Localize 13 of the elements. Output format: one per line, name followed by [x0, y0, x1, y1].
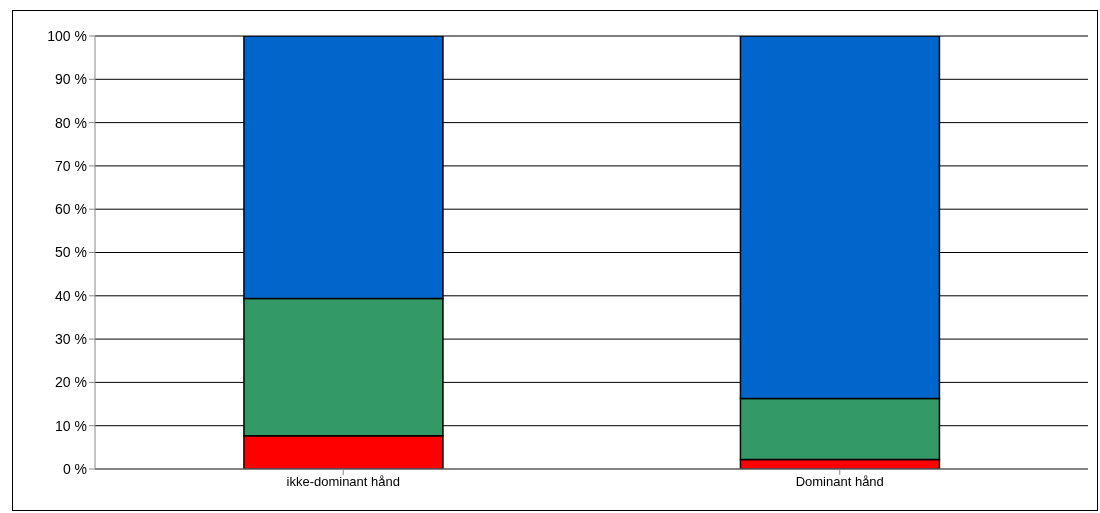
y-tick-label: 20 %: [55, 374, 87, 391]
y-tick-label: 80 %: [55, 114, 87, 131]
y-tick-label: 90 %: [55, 71, 87, 88]
y-tick-label: 50 %: [55, 244, 87, 261]
x-tick-label: Dominant hånd: [795, 474, 884, 490]
y-tick-label: 40 %: [55, 287, 87, 304]
y-tick-label: 60 %: [55, 201, 87, 218]
y-tick-label: 30 %: [55, 331, 87, 348]
y-tick-label: 10 %: [55, 417, 87, 434]
y-tick-label: 70 %: [55, 157, 87, 174]
y-tick-label: 100 %: [47, 27, 87, 44]
y-tick-label: 0 %: [62, 460, 87, 477]
x-tick-label: ikke-dominant hånd: [286, 474, 400, 490]
